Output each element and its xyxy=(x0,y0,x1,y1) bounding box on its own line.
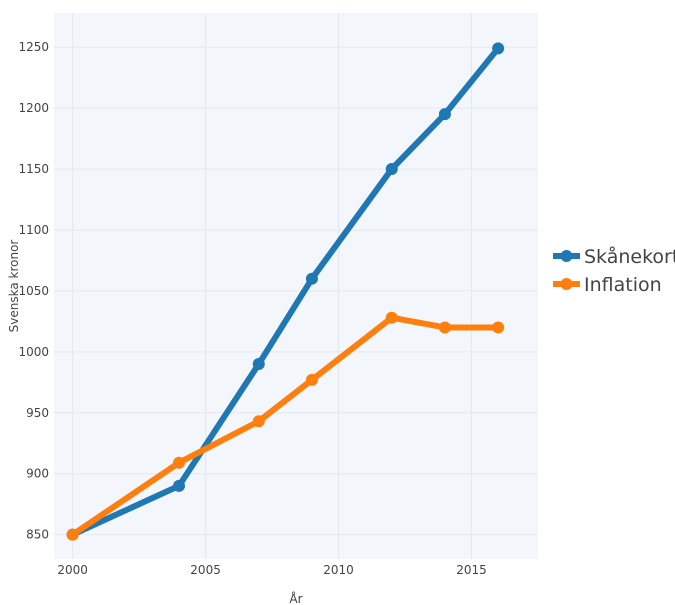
data-point-1-3[interactable] xyxy=(305,373,318,386)
data-point-1-1[interactable] xyxy=(172,456,185,469)
legend-item-0[interactable]: Skånekort xyxy=(553,245,675,268)
data-point-0-2[interactable] xyxy=(252,358,265,370)
legend-label-0: Skånekort xyxy=(584,245,675,268)
legend[interactable]: Skånekort Inflation xyxy=(553,245,675,296)
data-point-0-1[interactable] xyxy=(172,479,185,492)
data-point-0-3[interactable] xyxy=(305,272,318,285)
x-tick-label-2000: 2000 xyxy=(57,563,88,577)
y-tick-label-1150: 1150 xyxy=(18,162,49,176)
series-1 xyxy=(66,311,505,541)
y-tick-label-1000: 1000 xyxy=(18,345,49,359)
legend-swatch-marker-0 xyxy=(560,250,573,262)
x-axis-title: År xyxy=(289,591,302,605)
x-tick-labels: 2000 2005 2010 2015 xyxy=(57,563,486,577)
legend-swatch-marker-1 xyxy=(560,278,573,290)
y-tick-label-1100: 1100 xyxy=(18,223,49,237)
y-tick-label-950: 950 xyxy=(26,406,49,420)
plot-background xyxy=(54,13,538,559)
x-tick-label-2005: 2005 xyxy=(190,563,221,577)
data-point-0-4[interactable] xyxy=(385,163,398,175)
data-point-0-6[interactable] xyxy=(492,42,505,55)
y-axis-title: Svenska kronor xyxy=(7,240,21,333)
data-point-1-4[interactable] xyxy=(385,311,398,324)
data-point-1-6[interactable] xyxy=(492,321,505,334)
y-gridlines xyxy=(54,46,538,536)
y-tick-label-1200: 1200 xyxy=(18,101,49,115)
legend-label-1: Inflation xyxy=(584,274,662,296)
data-point-0-5[interactable] xyxy=(438,108,451,121)
data-point-1-2[interactable] xyxy=(252,415,265,428)
data-point-1-0[interactable] xyxy=(66,528,79,541)
series-0 xyxy=(66,42,505,541)
y-tick-label-1250: 1250 xyxy=(18,40,49,54)
legend-item-1[interactable]: Inflation xyxy=(553,274,662,296)
data-point-1-5[interactable] xyxy=(438,321,451,334)
y-tick-label-1050: 1050 xyxy=(18,284,49,298)
series-layer xyxy=(66,42,505,541)
x-gridlines xyxy=(72,13,473,559)
y-tick-label-850: 850 xyxy=(26,528,49,542)
y-tick-labels: 850 900 950 1000 1050 1100 1150 1200 1250 xyxy=(18,40,49,542)
y-tick-label-900: 900 xyxy=(26,467,49,481)
x-tick-label-2015: 2015 xyxy=(456,563,487,577)
x-tick-label-2010: 2010 xyxy=(323,563,354,577)
